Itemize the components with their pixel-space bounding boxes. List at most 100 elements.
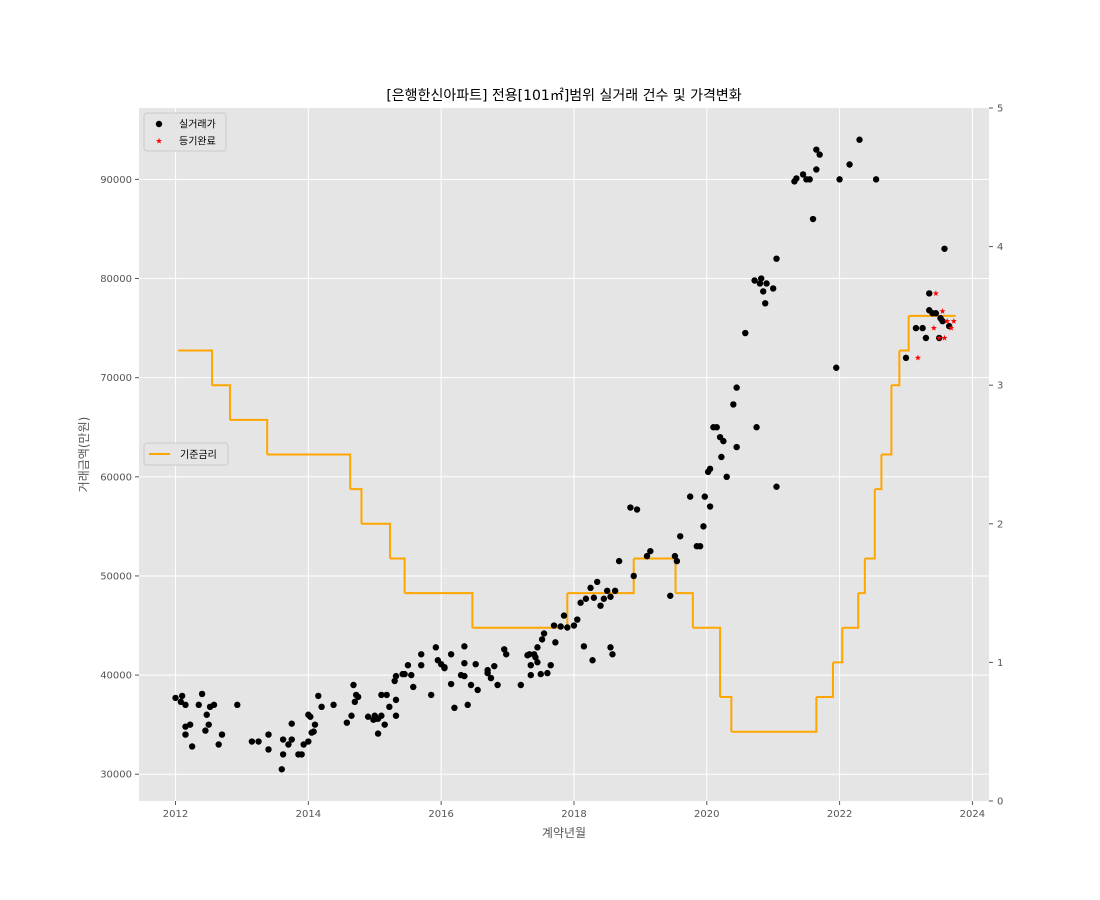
trade-point (315, 692, 322, 700)
trade-point (671, 552, 679, 560)
trade-point (580, 643, 588, 650)
trade-point (769, 285, 777, 292)
trade-point (856, 136, 863, 143)
trade-point (600, 595, 608, 602)
trade-point (298, 751, 305, 758)
trade-point (758, 275, 765, 282)
trade-point (919, 324, 926, 332)
trade-point (809, 215, 817, 223)
trade-point (932, 310, 940, 317)
trade-point (378, 691, 385, 699)
y-tick-label: 50000 (100, 571, 132, 582)
trade-point (607, 593, 614, 600)
x-axis-title: 계약년월 (542, 825, 586, 840)
trade-point (527, 661, 534, 669)
trade-point (527, 671, 534, 679)
trade-point (813, 166, 820, 173)
trade-point (560, 612, 568, 619)
trade-point (311, 721, 319, 728)
trade-point (577, 599, 584, 606)
x-tick-label: 2016 (428, 809, 453, 820)
trade-point (447, 680, 455, 688)
trade-point (806, 176, 813, 183)
trade-point (517, 681, 525, 689)
trade-point (265, 746, 272, 753)
trade-point (418, 661, 425, 669)
left-axis-ticks: 30000 40000 50000 60000 70000 80000 90000 (100, 175, 139, 781)
trade-point (582, 595, 590, 602)
legend-circle-marker (155, 120, 163, 128)
trade-point (667, 592, 674, 599)
trade-point (348, 712, 355, 719)
trade-point (410, 683, 417, 691)
trade-point (552, 639, 559, 646)
y-tick-label: 80000 (100, 274, 132, 285)
trade-point (700, 523, 707, 530)
trade-point (550, 622, 558, 629)
trade-point (833, 364, 840, 371)
legend-upper-box (143, 112, 227, 152)
trade-point (503, 651, 510, 658)
trade-point (941, 245, 948, 252)
trade-point (307, 713, 314, 720)
trade-point (392, 712, 400, 719)
trade-point (720, 437, 727, 445)
trade-point (846, 161, 853, 168)
trade-point (615, 557, 623, 565)
registered-point (932, 290, 939, 296)
registered-point (941, 334, 948, 341)
trade-point (474, 686, 481, 694)
registered-point (948, 324, 955, 331)
trade-point (392, 696, 400, 704)
x-tick-label: 2020 (694, 809, 719, 820)
trade-point (278, 766, 285, 773)
trade-point (172, 694, 179, 702)
y-tick-label: 30000 (100, 770, 132, 781)
y2-tick-label: 5 (997, 104, 1003, 115)
trade-point (647, 547, 654, 555)
trade-point (464, 701, 471, 709)
trade-point (484, 669, 491, 677)
trade-point (773, 255, 780, 262)
y-tick-label: 60000 (100, 472, 132, 483)
trade-point (404, 661, 412, 669)
trade-point (186, 721, 194, 728)
trade-point (501, 646, 508, 653)
trade-point (742, 329, 749, 337)
x-tick-label: 2022 (827, 809, 852, 820)
trade-point (205, 721, 212, 728)
trade-point (195, 701, 202, 709)
y2-tick-label: 0 (997, 797, 1003, 808)
trade-point (544, 669, 551, 677)
trade-point (386, 703, 393, 711)
trade-point (427, 691, 435, 699)
trade-point (218, 731, 226, 738)
trade-point (300, 741, 307, 748)
trade-point (939, 317, 946, 325)
trade-point (343, 719, 351, 726)
trade-point (756, 280, 764, 287)
registered-point (944, 317, 951, 324)
trade-point (177, 698, 185, 706)
registered-point (930, 324, 937, 331)
trade-point (255, 738, 262, 745)
legend-star-marker (155, 137, 163, 144)
trade-point (210, 701, 218, 709)
x-tick-label: 2012 (163, 809, 188, 820)
registered-point (914, 354, 921, 361)
trade-point (285, 741, 292, 748)
trade-point (354, 693, 362, 701)
trade-point (248, 738, 256, 745)
trade-point (537, 670, 544, 678)
y2-tick-label: 1 (997, 658, 1003, 669)
trade-point (590, 594, 598, 601)
trade-point (534, 659, 541, 666)
trade-point (391, 677, 398, 685)
trade-point (487, 674, 495, 682)
trade-point (589, 657, 596, 664)
trade-point (836, 176, 843, 183)
trade-point (351, 698, 359, 706)
legend-lower-label: 기준금리 (180, 449, 217, 461)
trade-point (597, 602, 604, 609)
